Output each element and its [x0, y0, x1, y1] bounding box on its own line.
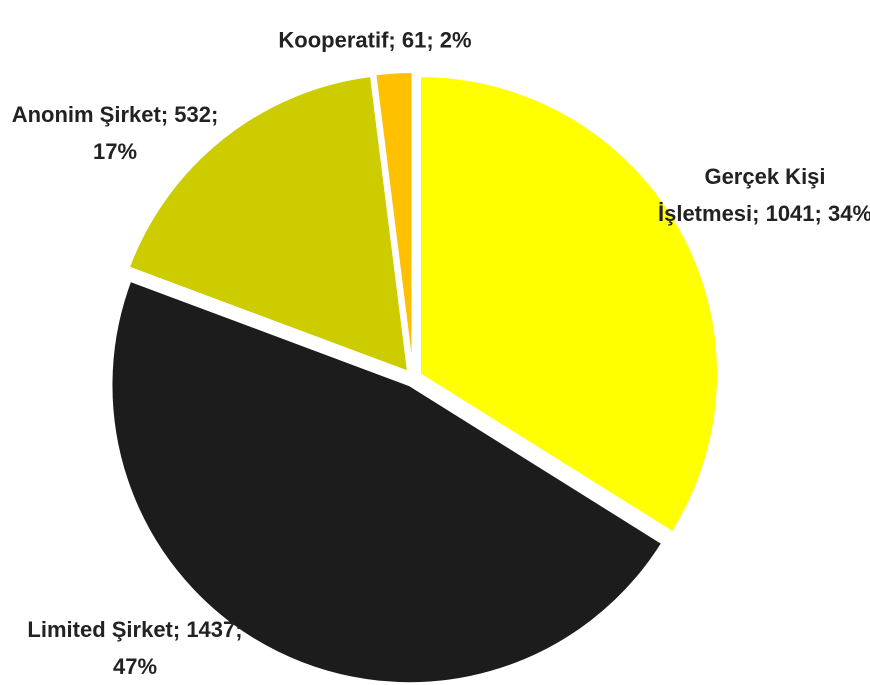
pie-slice	[418, 75, 719, 534]
pie-slice	[110, 279, 664, 685]
pie-slice	[127, 74, 410, 374]
data-label: Kooperatif; 61; 2%	[278, 27, 472, 53]
pie-slice	[374, 71, 414, 371]
data-label: Anonim Şirket; 532; 17%	[11, 102, 219, 164]
data-label: Limited Şirket; 1437; 47%	[27, 617, 243, 679]
data-label: Gerçek Kişi İşletmesi; 1041; 34%	[657, 164, 870, 226]
